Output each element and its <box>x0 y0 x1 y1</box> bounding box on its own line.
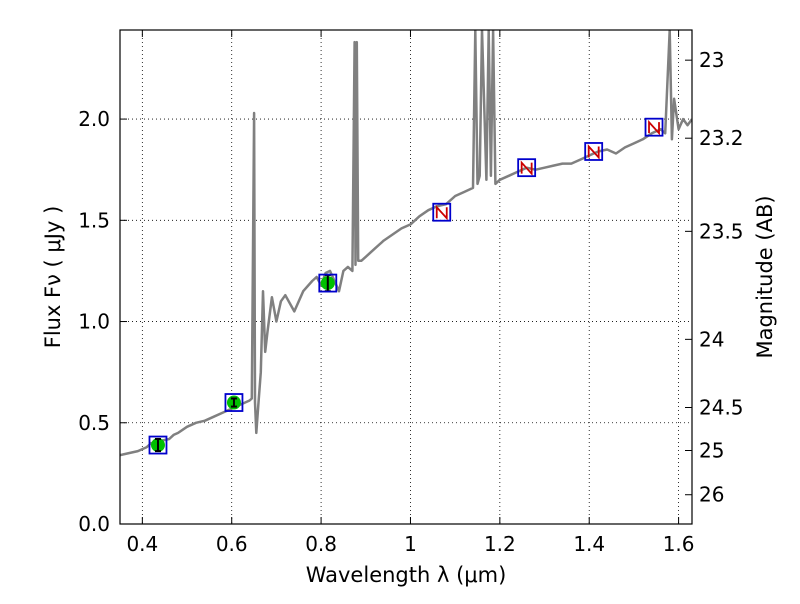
y-tick-label: 1.0 <box>78 310 110 334</box>
model-box <box>148 435 168 455</box>
model-box <box>432 202 452 222</box>
y-tick-label: 0.0 <box>78 512 110 536</box>
model-box <box>224 393 244 412</box>
upper-limit-mark <box>587 144 600 160</box>
upper-limit-mark <box>435 204 448 221</box>
mag-tick-label: 23.5 <box>699 219 744 243</box>
x-tick-label: 1.6 <box>663 532 695 556</box>
x-tick-label: 1.4 <box>573 532 605 556</box>
upper-limit-mark <box>520 160 533 176</box>
right-axis-label: Magnitude (AB) <box>753 195 777 358</box>
x-tick-label: 0.4 <box>126 532 158 556</box>
y-tick-label: 2.0 <box>78 107 110 131</box>
upper-limit-mark <box>648 119 660 136</box>
x-tick-label: 1.2 <box>484 532 516 556</box>
x-axis-label: Wavelength λ (μm) <box>306 563 507 587</box>
model-box <box>517 158 537 178</box>
plot-frame <box>119 29 693 525</box>
model-box <box>644 117 664 137</box>
mag-tick-label: 25 <box>699 438 724 462</box>
mag-tick-label: 24.5 <box>699 395 744 419</box>
spectrum-line <box>120 30 692 457</box>
model-box <box>318 273 338 293</box>
y-tick-label: 1.5 <box>78 208 110 232</box>
x-tick-label: 0.6 <box>216 532 248 556</box>
y-axis-label: Flux Fν ( μJy ) <box>41 206 65 349</box>
mag-tick-label: 26 <box>699 483 724 507</box>
model-box <box>584 142 604 161</box>
x-tick-label: 0.8 <box>305 532 337 556</box>
mag-tick-label: 24 <box>699 327 724 351</box>
y-tick-label: 0.5 <box>78 411 110 435</box>
mag-tick-label: 23.2 <box>699 126 744 150</box>
x-tick-label: 1 <box>404 532 417 556</box>
mag-tick-label: 23 <box>699 48 724 72</box>
